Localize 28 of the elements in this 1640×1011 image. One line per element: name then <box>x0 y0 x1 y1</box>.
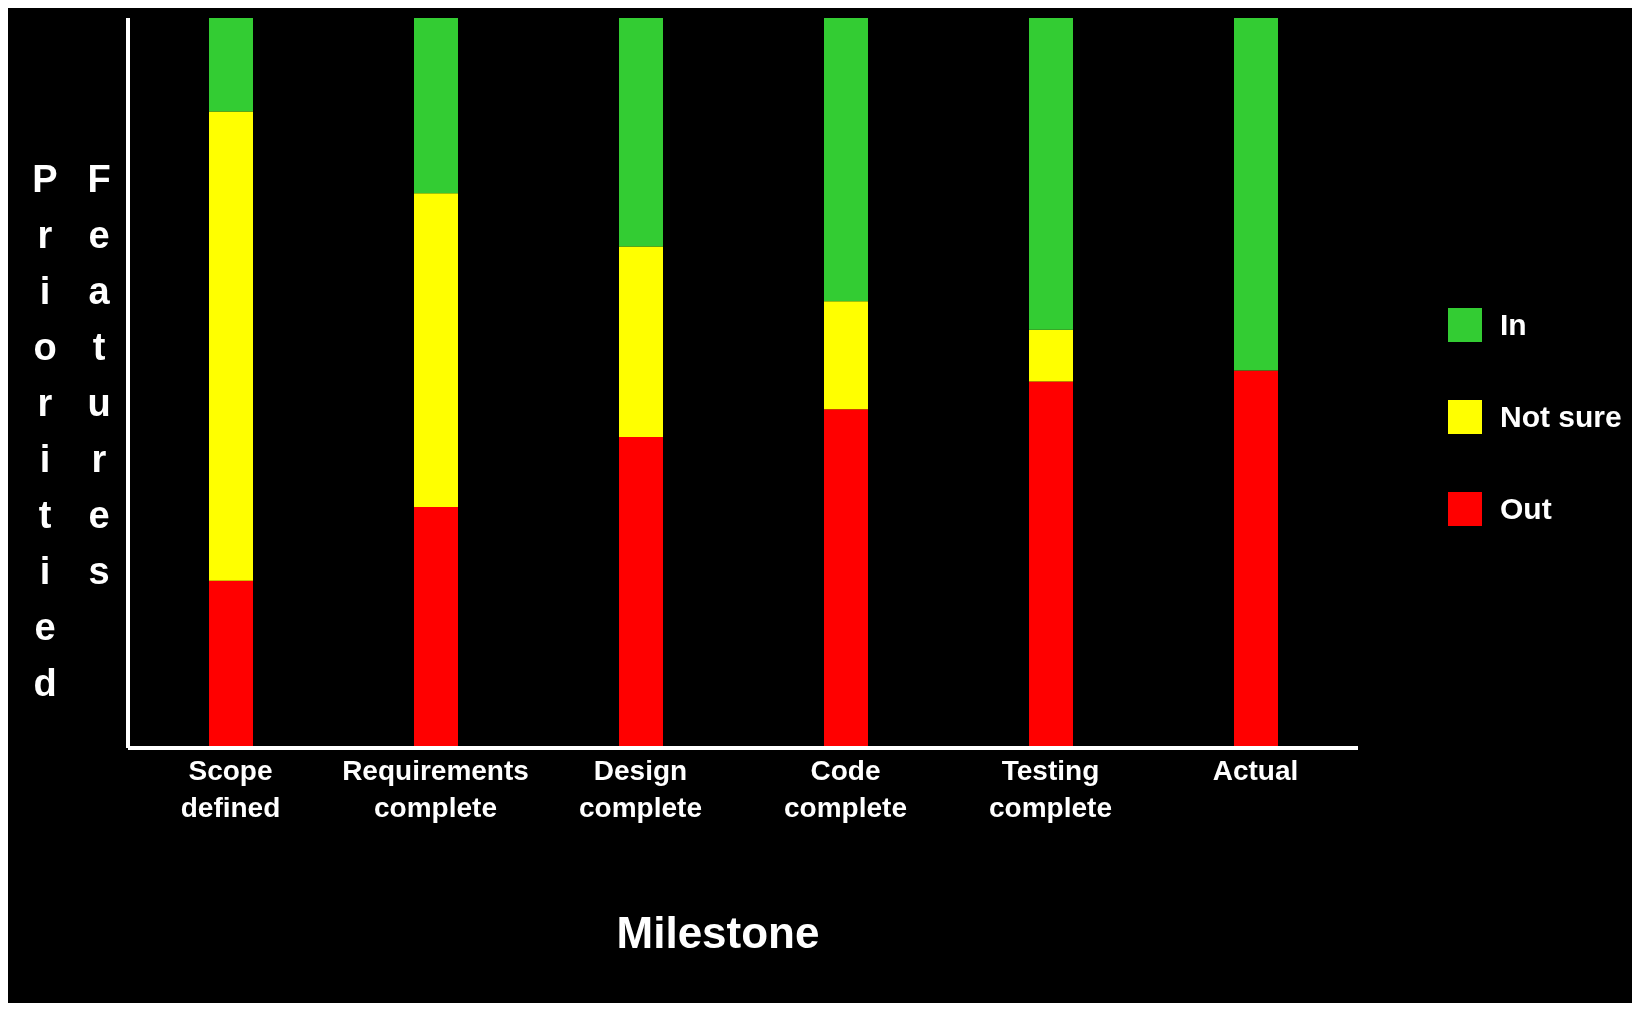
bar <box>1029 329 1073 382</box>
bar <box>1234 370 1278 748</box>
x-axis-title: Milestone <box>615 908 821 958</box>
x-tick-label: Testing complete <box>989 755 1112 823</box>
y-axis-title: Prioritied Features <box>23 158 121 718</box>
bar <box>1029 381 1073 748</box>
x-tick-label: Actual <box>1212 755 1299 786</box>
bar <box>619 18 663 247</box>
bar <box>824 409 868 748</box>
bar <box>619 246 663 438</box>
bar <box>824 301 868 410</box>
x-tick-label: Design complete <box>579 755 702 823</box>
bar <box>209 18 253 112</box>
legend-label: In <box>1500 308 1527 342</box>
bar <box>209 580 253 748</box>
legend-label: Out <box>1500 492 1552 526</box>
bar <box>1234 18 1278 371</box>
bar <box>414 18 458 194</box>
bar <box>414 193 458 508</box>
bar <box>1029 18 1073 330</box>
bar <box>619 437 663 748</box>
legend-label: Not sure <box>1500 400 1622 434</box>
bar <box>414 507 458 748</box>
x-tick-label: Scope defined <box>180 755 281 823</box>
x-tick-label: Requirements complete <box>342 755 529 823</box>
bar <box>209 111 253 581</box>
x-tick-label: Code complete <box>784 755 907 823</box>
bar <box>824 18 868 302</box>
